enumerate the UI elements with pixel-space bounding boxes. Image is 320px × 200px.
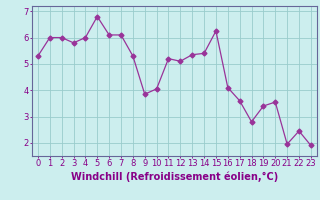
- X-axis label: Windchill (Refroidissement éolien,°C): Windchill (Refroidissement éolien,°C): [71, 171, 278, 182]
